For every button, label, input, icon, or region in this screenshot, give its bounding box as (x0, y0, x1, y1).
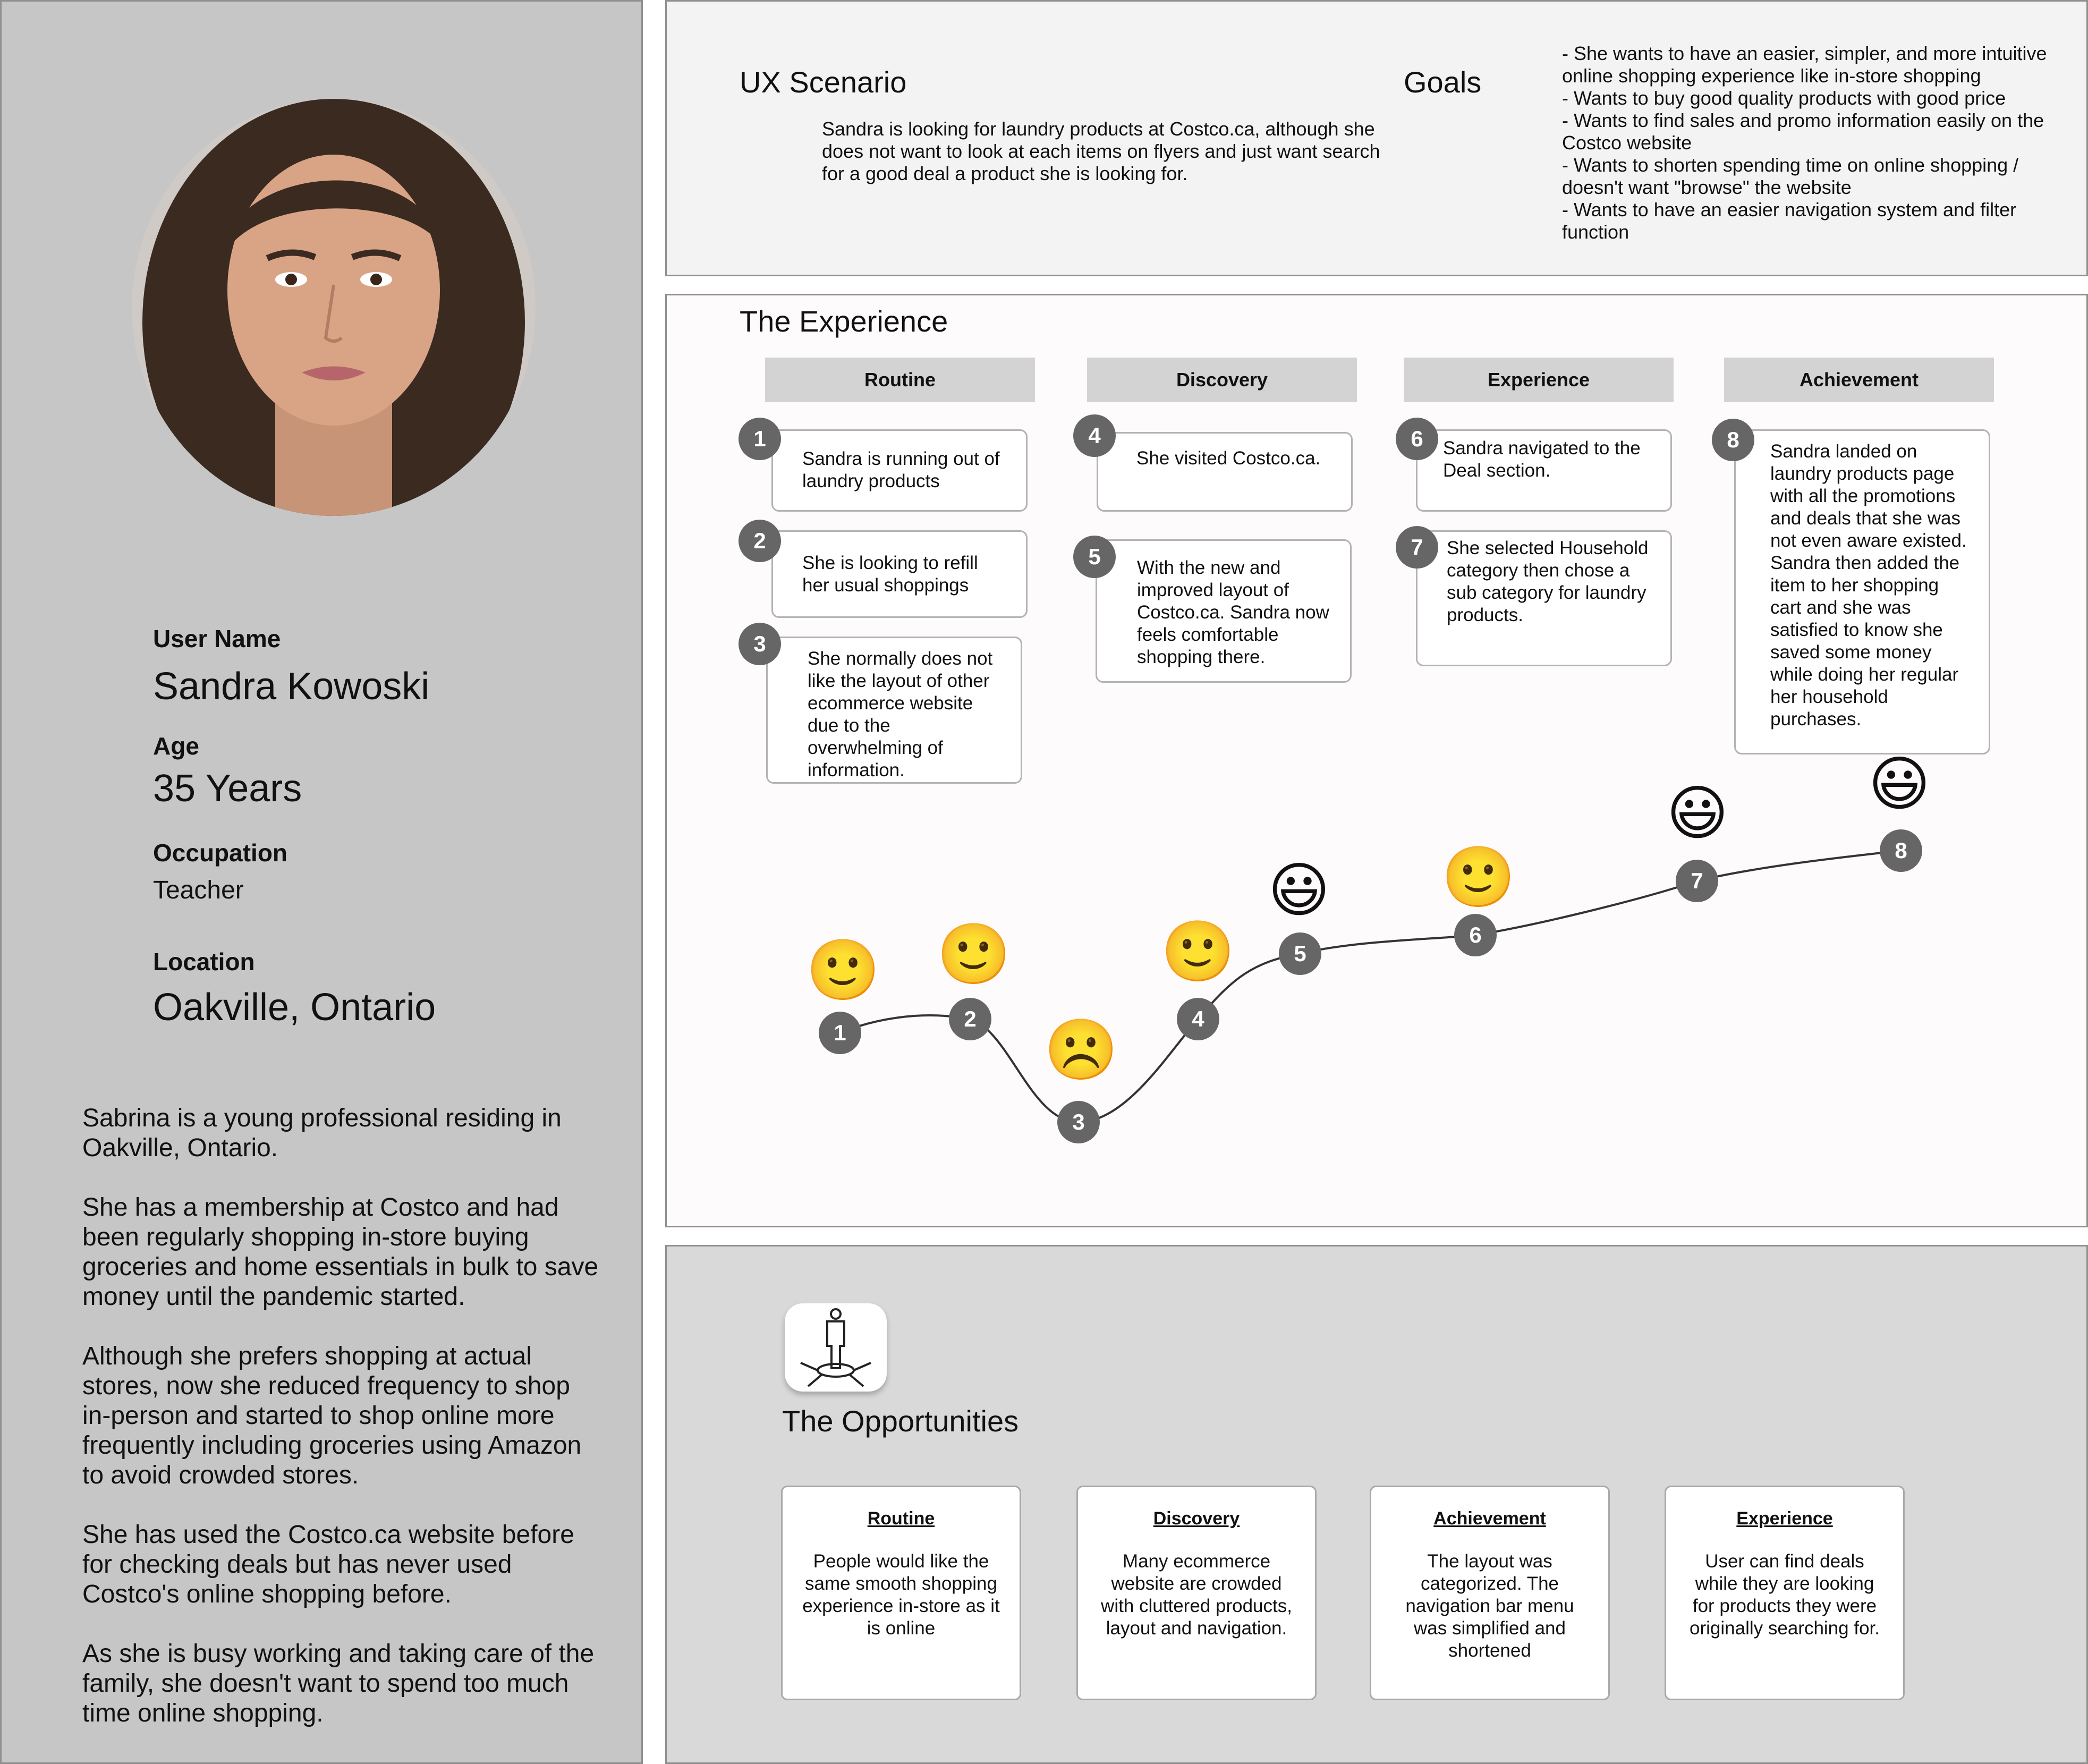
step-number-1: 1 (739, 418, 781, 460)
step-text: Sandra navigated to the Deal section. (1443, 438, 1641, 481)
location-value: Oakville, Ontario (153, 986, 436, 1029)
goal-item: - Wants to buy good quality products wit… (1562, 87, 2006, 109)
journey-node-8: 8 (1880, 829, 1922, 872)
step-text: She is looking to refill her usual shopp… (802, 553, 978, 596)
journey-node-5: 5 (1279, 932, 1321, 975)
step-card-4: She visited Costco.ca. (1097, 432, 1353, 512)
username-label: User Name (153, 625, 281, 652)
goal-item: - Wants to shorten spending time on onli… (1562, 154, 2019, 198)
bio-paragraph: Although she prefers shopping at actual … (82, 1342, 582, 1489)
step-number-5: 5 (1073, 536, 1116, 578)
experience-title: The Experience (740, 304, 948, 338)
grinning-face-icon: 😃 (1666, 780, 1729, 846)
step-card-5: With the new and improved layout of Cost… (1096, 539, 1352, 683)
bio-paragraph: As she is busy working and taking care o… (82, 1640, 595, 1727)
goals-list: - She wants to have an easier, simpler, … (1562, 43, 2061, 243)
persona-avatar (132, 99, 536, 516)
occupation-label: Occupation (153, 839, 288, 867)
age-label: Age (153, 732, 199, 760)
step-number-4: 4 (1073, 414, 1116, 457)
journey-node-3: 3 (1057, 1101, 1100, 1143)
opportunity-card-achievement: Achievement The layout was categorized. … (1370, 1486, 1610, 1700)
avatar-portrait (132, 99, 536, 516)
opportunity-text: Many ecommerce website are crowded with … (1101, 1551, 1292, 1639)
phase-achievement: Achievement (1724, 358, 1994, 402)
opportunity-text: People would like the same smooth shoppi… (802, 1551, 1000, 1639)
slightly-smiling-face-icon: 🙂 (806, 937, 880, 1003)
step-card-6: Sandra navigated to the Deal section. (1416, 429, 1672, 512)
step-text: She selected Household category then cho… (1447, 538, 1649, 625)
step-card-3: She normally does not like the layout of… (766, 637, 1022, 784)
journey-node-6: 6 (1454, 914, 1497, 956)
username-value: Sandra Kowoski (153, 665, 430, 708)
opportunity-card-experience: Experience User can find deals while the… (1665, 1486, 1905, 1700)
goal-item: - Wants to find sales and promo informat… (1562, 109, 2044, 154)
step-text: Sandra landed on laundry products page w… (1770, 441, 1967, 730)
location-label: Location (153, 948, 255, 976)
phase-routine: Routine (765, 358, 1035, 402)
journey-node-1: 1 (819, 1012, 861, 1054)
slightly-smiling-face-icon: 🙂 (1441, 844, 1516, 910)
phase-experience: Experience (1404, 358, 1674, 402)
step-card-8: Sandra landed on laundry products page w… (1734, 429, 1990, 754)
step-number-6: 6 (1396, 418, 1438, 460)
persona-bio: Sabrina is a young professional residing… (82, 1104, 603, 1758)
step-number-8: 8 (1712, 419, 1754, 461)
frowning-face-icon: ☹️ (1044, 1016, 1118, 1083)
bio-paragraph: She has a membership at Costco and had b… (82, 1193, 599, 1311)
step-number-7: 7 (1396, 526, 1438, 569)
step-card-1: Sandra is running out of laundry product… (771, 429, 1028, 512)
opportunity-title: Routine (867, 1508, 935, 1529)
goals-title: Goals (1404, 65, 1482, 99)
goal-item: - She wants to have an easier, simpler, … (1562, 43, 2047, 87)
step-text: With the new and improved layout of Cost… (1137, 557, 1329, 667)
slightly-smiling-face-icon: 🙂 (1161, 918, 1235, 985)
opportunity-card-routine: Routine People would like the same smoot… (781, 1486, 1021, 1700)
opportunity-title: Achievement (1433, 1508, 1546, 1529)
grinning-face-icon: 😃 (1268, 857, 1330, 923)
scenario-text: Sandra is looking for laundry products a… (822, 118, 1380, 184)
scenario-panel (665, 0, 2088, 276)
bio-paragraph: Sabrina is a young professional residing… (82, 1104, 562, 1162)
user-journey-icon (785, 1303, 887, 1392)
opportunity-text: User can find deals while they are looki… (1690, 1551, 1880, 1639)
journey-node-2: 2 (949, 998, 991, 1040)
opportunity-title: Experience (1736, 1508, 1833, 1529)
occupation-value: Teacher (153, 876, 244, 904)
grinning-face-icon: 😃 (1868, 751, 1931, 817)
step-text: She normally does not like the layout of… (808, 648, 993, 781)
goal-item: - Wants to have an easier navigation sys… (1562, 199, 2017, 243)
step-text: Sandra is running out of laundry product… (802, 448, 1000, 491)
bio-paragraph: She has used the Costco.ca website befor… (82, 1521, 574, 1608)
slightly-smiling-face-icon: 🙂 (937, 921, 1011, 987)
scenario-title: UX Scenario (740, 65, 907, 99)
step-card-2: She is looking to refill her usual shopp… (771, 530, 1028, 618)
opportunities-title: The Opportunities (782, 1404, 1019, 1438)
opportunity-card-discovery: Discovery Many ecommerce website are cro… (1076, 1486, 1317, 1700)
journey-node-7: 7 (1676, 860, 1718, 902)
age-value: 35 Years (153, 767, 302, 810)
step-number-2: 2 (739, 520, 781, 562)
step-text: She visited Costco.ca. (1136, 448, 1321, 469)
persona-panel: User Name Sandra Kowoski Age 35 Years Oc… (0, 0, 643, 1764)
opportunity-text: The layout was categorized. The navigati… (1405, 1551, 1574, 1661)
phase-discovery: Discovery (1087, 358, 1357, 402)
opportunity-title: Discovery (1153, 1508, 1240, 1529)
step-card-7: She selected Household category then cho… (1416, 530, 1672, 666)
journey-node-4: 4 (1177, 998, 1219, 1040)
step-number-3: 3 (739, 623, 781, 665)
